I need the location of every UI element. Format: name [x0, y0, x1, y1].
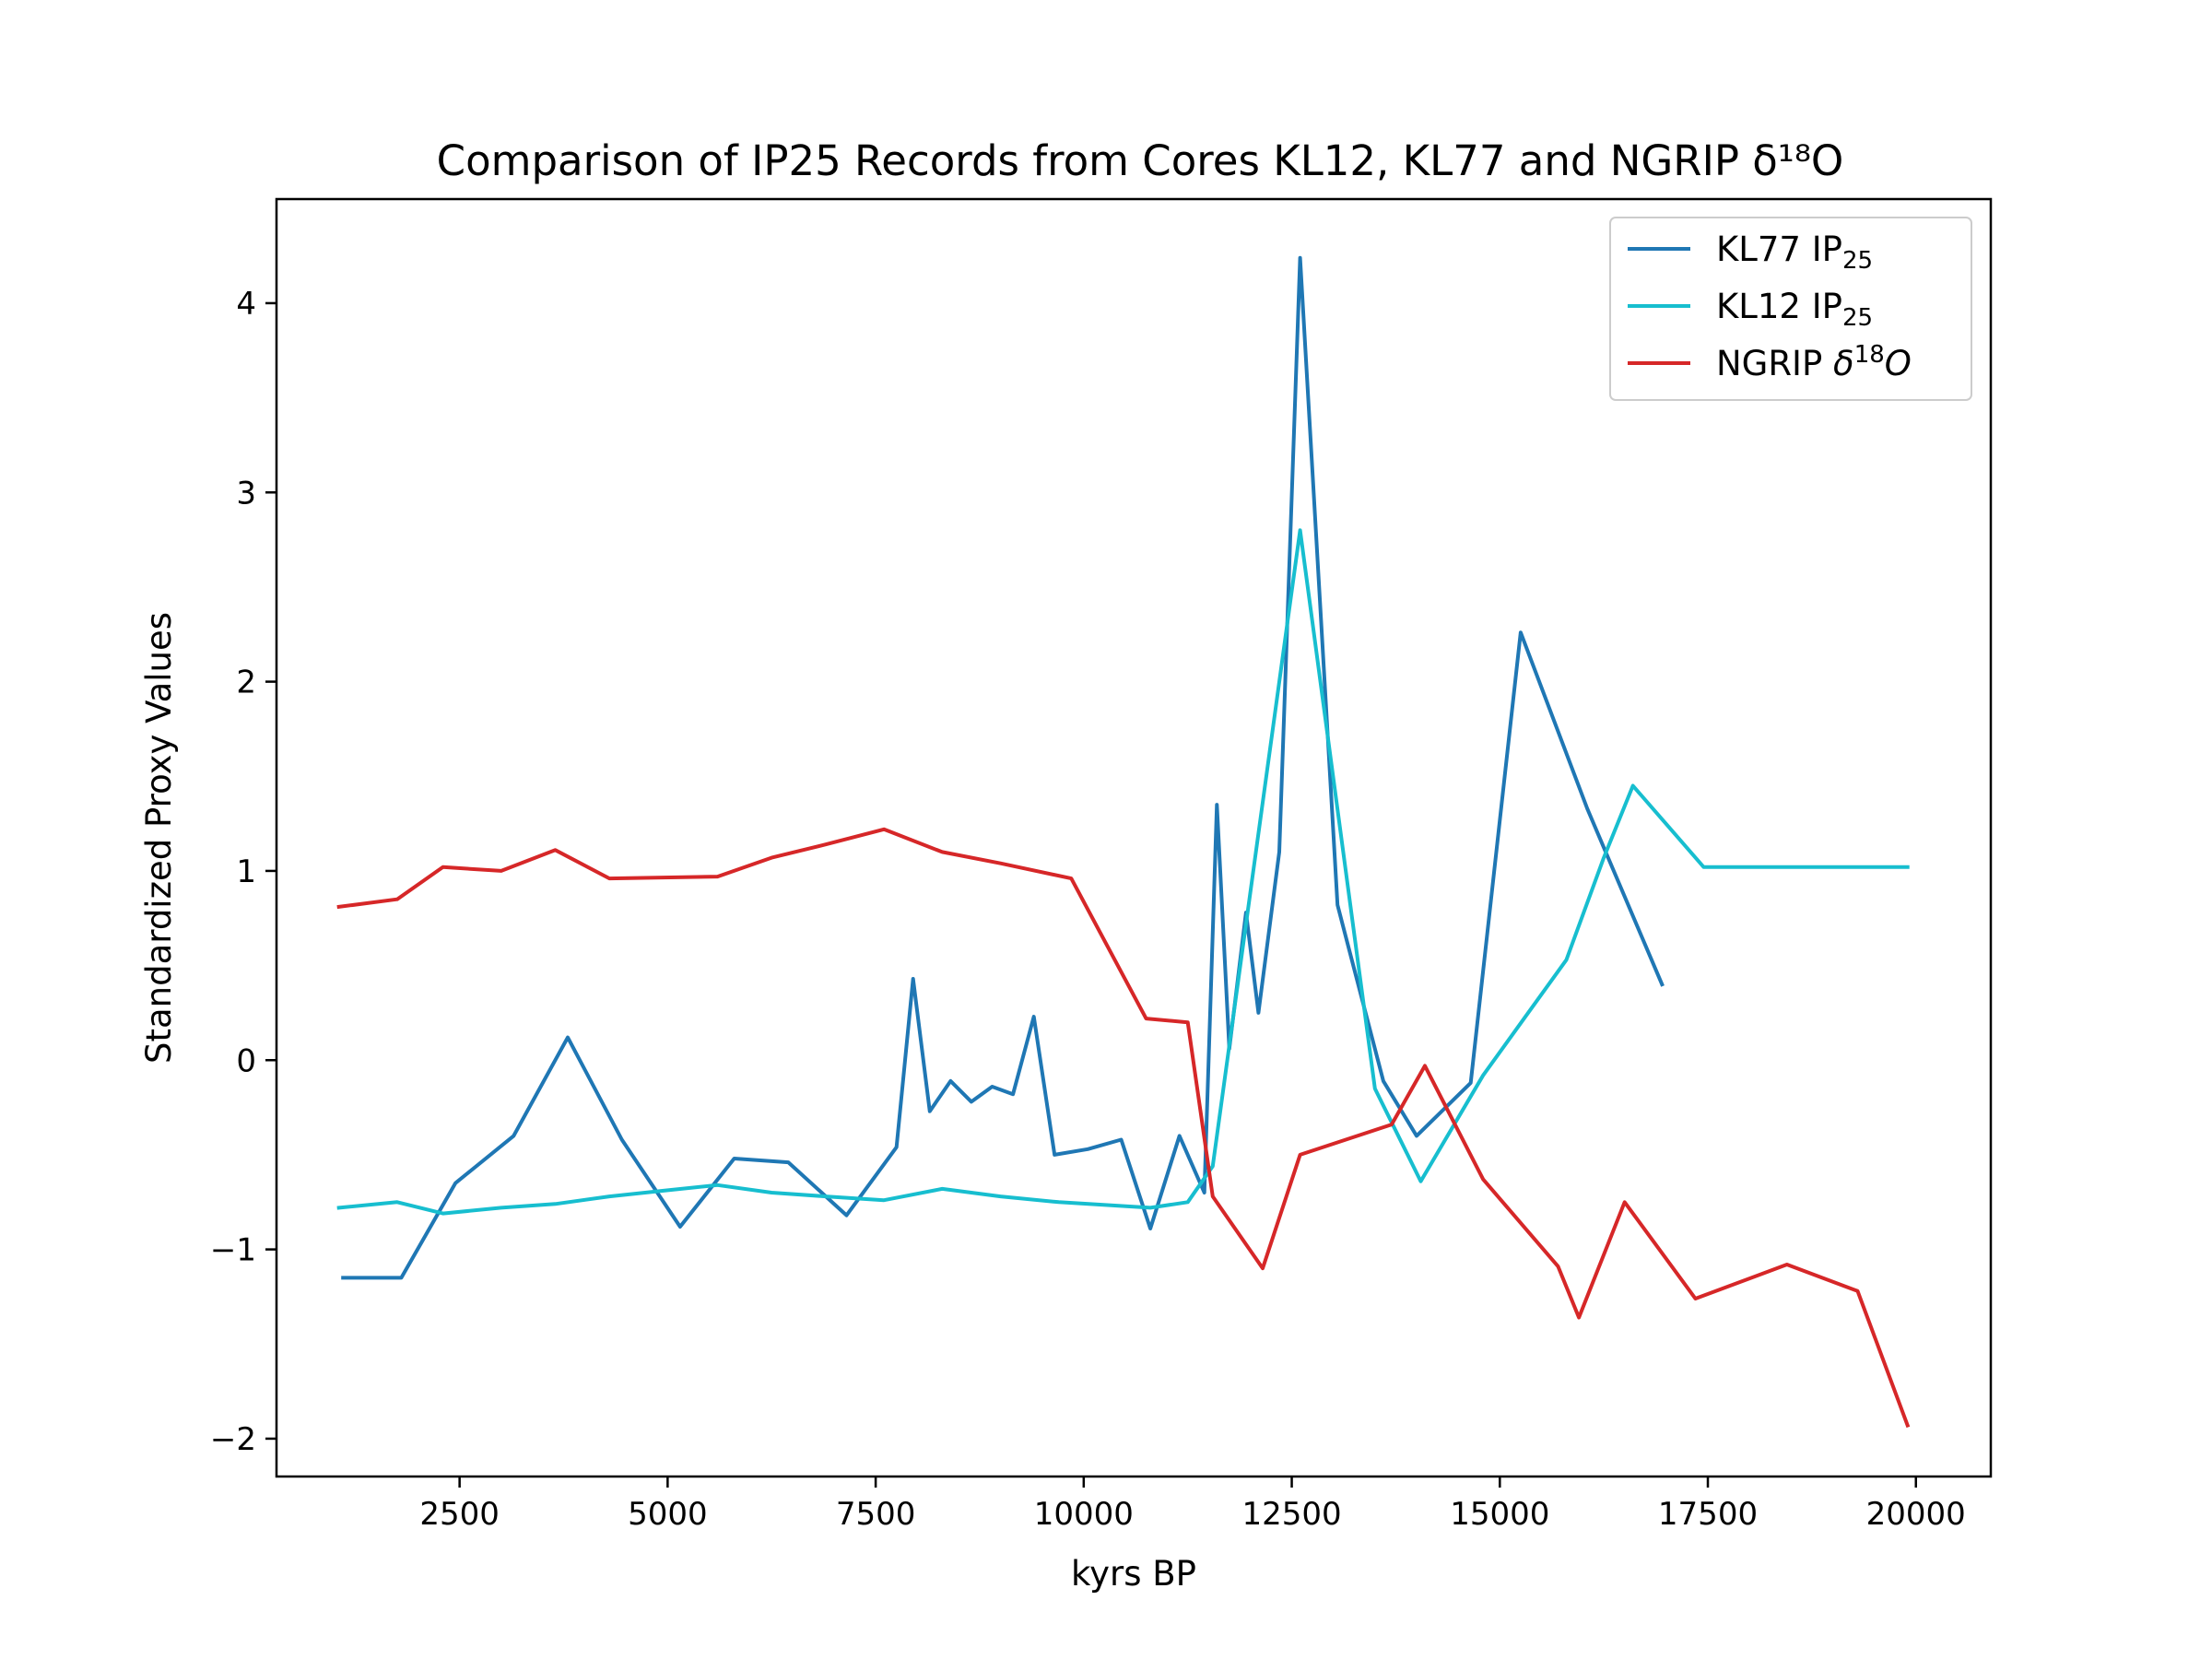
y-tick-label: 3	[236, 475, 256, 512]
legend-entry-ngrip: NGRIP δ18O	[1716, 341, 1912, 383]
x-tick-label: 20000	[1866, 1496, 1966, 1533]
legend-subscript-kl77: 25	[1842, 247, 1873, 275]
legend-o-ngrip: O	[1885, 344, 1912, 383]
x-tick-label: 10000	[1034, 1496, 1134, 1533]
y-tick-label: −1	[210, 1232, 256, 1269]
y-tick-label: 2	[236, 665, 256, 701]
x-axis: 2500 5000 7500 10000 12500 15000 17500 20000	[419, 1477, 1966, 1533]
x-tick-label: 7500	[836, 1496, 916, 1533]
x-tick-label: 15000	[1450, 1496, 1549, 1533]
x-tick-label: 5000	[628, 1496, 708, 1533]
plot-frame	[275, 197, 1993, 1478]
legend-entry-kl77: KL77 IP25	[1716, 229, 1873, 275]
legend: KL77 IP25 KL12 IP25 NGRIP δ18O	[1609, 217, 1972, 401]
y-axis: −2 −1 0 1 2 3 4	[210, 286, 276, 1458]
legend-subscript-kl12: 25	[1842, 304, 1873, 332]
series-line-ngrip	[336, 827, 1911, 1429]
chart-title: Comparison of IP25 Records from Cores KL…	[437, 136, 1844, 185]
series-line-kl12	[336, 528, 1910, 1216]
x-tick-label: 12500	[1241, 1496, 1341, 1533]
legend-label-kl77: KL77 IP	[1716, 229, 1842, 269]
y-axis-label: Standardized Proxy Values	[139, 612, 179, 1064]
x-tick-label: 17500	[1658, 1496, 1758, 1533]
legend-label-ngrip: NGRIP	[1716, 344, 1833, 383]
legend-delta-ngrip: δ	[1833, 344, 1854, 383]
y-tick-label: −2	[210, 1421, 256, 1458]
legend-entry-kl12: KL12 IP25	[1716, 287, 1873, 332]
y-tick-label: 4	[236, 286, 256, 323]
legend-label-kl12: KL12 IP	[1716, 287, 1842, 326]
legend-frame	[1609, 217, 1972, 401]
legend-superscript-ngrip: 18	[1854, 341, 1885, 369]
y-tick-label: 1	[236, 853, 256, 890]
x-tick-label: 2500	[419, 1496, 500, 1533]
x-axis-label: kyrs BP	[1071, 1554, 1196, 1594]
series-line-kl77	[341, 255, 1665, 1280]
plot-area	[336, 255, 1911, 1429]
y-tick-label: 0	[236, 1042, 256, 1079]
